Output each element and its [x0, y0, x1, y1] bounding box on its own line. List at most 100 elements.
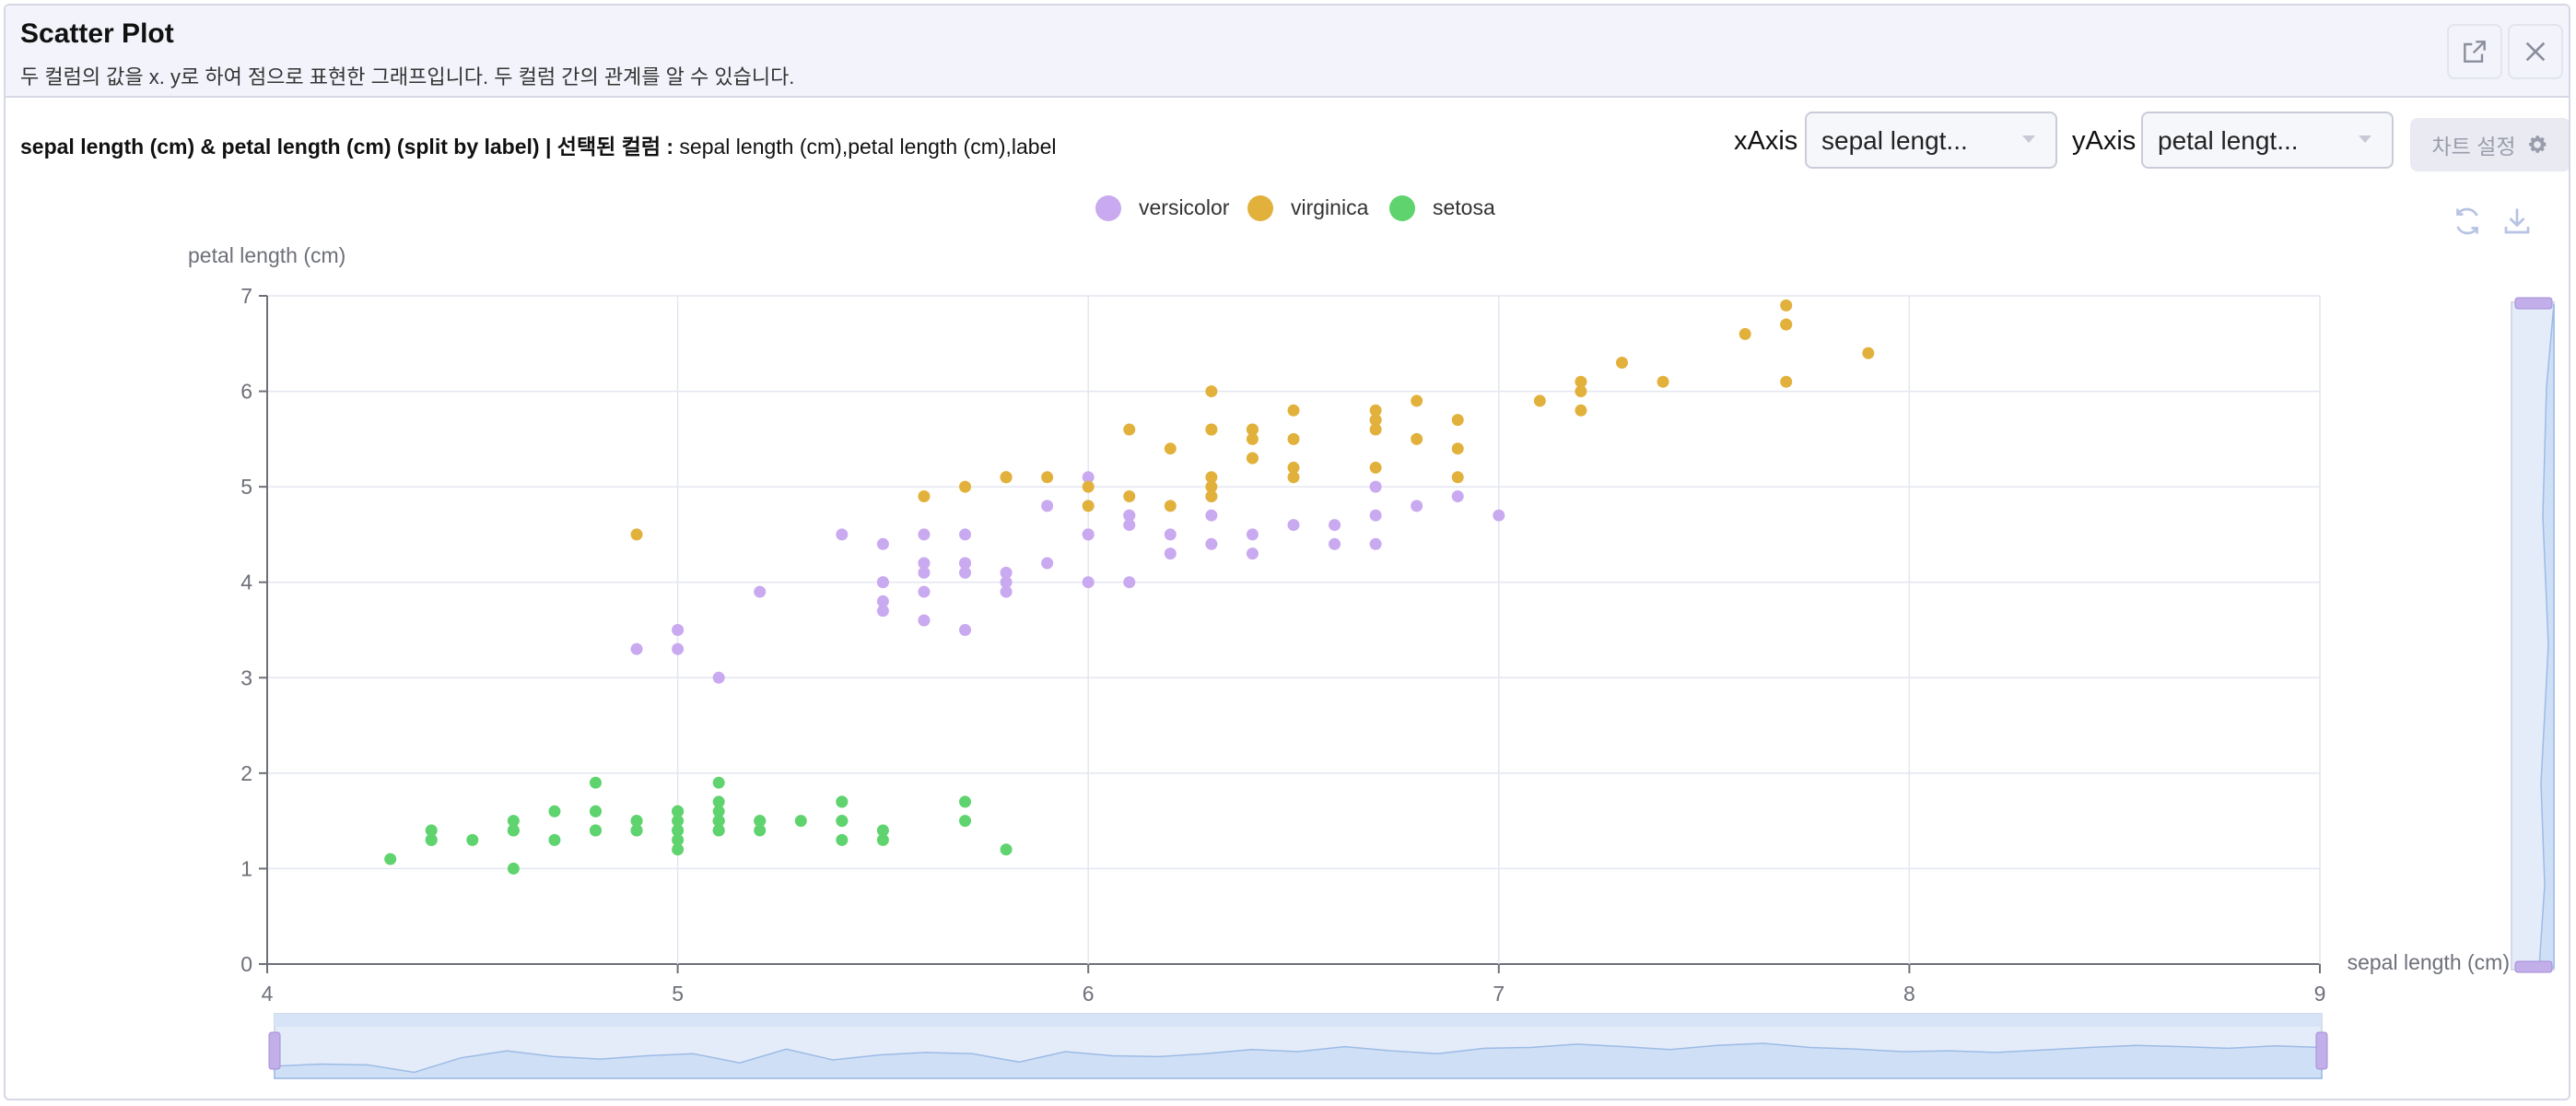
data-point-virginica[interactable]	[1164, 442, 1177, 455]
data-point-virginica[interactable]	[1082, 500, 1095, 512]
data-point-virginica[interactable]	[1287, 404, 1300, 417]
data-point-virginica[interactable]	[1739, 327, 1751, 340]
data-point-setosa[interactable]	[712, 776, 725, 789]
data-point-setosa[interactable]	[672, 815, 685, 828]
data-point-virginica[interactable]	[1369, 404, 1382, 417]
data-point-virginica[interactable]	[1780, 299, 1793, 312]
data-point-versicolor[interactable]	[1369, 537, 1382, 550]
data-point-versicolor[interactable]	[1246, 547, 1259, 560]
chart-settings-button[interactable]: 차트 설정	[2410, 118, 2569, 171]
data-point-virginica[interactable]	[959, 480, 972, 493]
data-point-versicolor[interactable]	[918, 566, 931, 579]
data-point-setosa[interactable]	[507, 824, 520, 837]
data-point-versicolor[interactable]	[630, 642, 643, 655]
data-point-setosa[interactable]	[672, 805, 685, 818]
data-point-setosa[interactable]	[754, 815, 767, 828]
legend-marker-setosa[interactable]	[1389, 195, 1415, 221]
data-point-versicolor[interactable]	[1000, 576, 1013, 589]
data-point-setosa[interactable]	[507, 815, 520, 828]
data-point-virginica[interactable]	[1246, 452, 1259, 465]
data-point-virginica[interactable]	[1780, 318, 1793, 331]
data-point-versicolor[interactable]	[959, 566, 972, 579]
data-point-versicolor[interactable]	[1329, 537, 1341, 550]
data-point-setosa[interactable]	[836, 833, 849, 846]
data-point-setosa[interactable]	[959, 795, 972, 808]
data-point-virginica[interactable]	[1205, 480, 1218, 493]
data-point-virginica[interactable]	[1205, 385, 1218, 398]
data-point-versicolor[interactable]	[1123, 576, 1136, 589]
data-point-versicolor[interactable]	[959, 557, 972, 570]
x-zoom-handle-right[interactable]	[2315, 1031, 2328, 1070]
data-point-versicolor[interactable]	[876, 576, 889, 589]
data-point-versicolor[interactable]	[1287, 519, 1300, 532]
data-point-versicolor[interactable]	[1411, 500, 1423, 512]
data-point-versicolor[interactable]	[959, 528, 972, 541]
data-point-virginica[interactable]	[1411, 432, 1423, 445]
data-point-versicolor[interactable]	[1164, 528, 1177, 541]
data-point-virginica[interactable]	[1369, 414, 1382, 427]
data-point-virginica[interactable]	[1164, 500, 1177, 512]
data-point-setosa[interactable]	[589, 824, 602, 837]
data-point-versicolor[interactable]	[1000, 585, 1013, 598]
data-point-setosa[interactable]	[712, 824, 725, 837]
data-point-setosa[interactable]	[672, 824, 685, 837]
data-point-versicolor[interactable]	[959, 624, 972, 636]
data-point-setosa[interactable]	[548, 833, 561, 846]
data-point-versicolor[interactable]	[1205, 509, 1218, 522]
data-point-setosa[interactable]	[548, 805, 561, 818]
y-zoom-handle-top[interactable]	[2514, 297, 2553, 310]
data-point-virginica[interactable]	[1123, 490, 1136, 502]
data-point-virginica[interactable]	[1780, 375, 1793, 388]
data-point-virginica[interactable]	[1246, 432, 1259, 445]
data-point-versicolor[interactable]	[836, 528, 849, 541]
download-icon[interactable]	[2500, 205, 2534, 238]
x-zoom-handle-left[interactable]	[268, 1031, 281, 1070]
data-point-virginica[interactable]	[1862, 347, 1875, 359]
data-point-versicolor[interactable]	[1041, 557, 1054, 570]
legend-marker-virginica[interactable]	[1247, 195, 1273, 221]
data-point-setosa[interactable]	[959, 815, 972, 828]
data-point-setosa[interactable]	[425, 833, 438, 846]
data-point-virginica[interactable]	[1123, 423, 1136, 436]
x-axis-select[interactable]: sepal lengt...	[1805, 112, 2057, 169]
data-point-versicolor[interactable]	[1041, 500, 1054, 512]
data-point-setosa[interactable]	[630, 815, 643, 828]
data-point-virginica[interactable]	[1369, 461, 1382, 474]
data-point-setosa[interactable]	[425, 824, 438, 837]
data-point-setosa[interactable]	[589, 805, 602, 818]
data-point-virginica[interactable]	[1615, 357, 1628, 369]
data-point-virginica[interactable]	[1041, 471, 1054, 484]
data-point-versicolor[interactable]	[1246, 528, 1259, 541]
data-point-virginica[interactable]	[1657, 375, 1669, 388]
data-point-setosa[interactable]	[712, 805, 725, 818]
data-point-setosa[interactable]	[836, 795, 849, 808]
data-point-versicolor[interactable]	[1082, 576, 1095, 589]
data-point-versicolor[interactable]	[1123, 509, 1136, 522]
data-point-versicolor[interactable]	[1369, 509, 1382, 522]
open-external-button[interactable]	[2447, 24, 2502, 79]
data-point-versicolor[interactable]	[918, 585, 931, 598]
data-point-setosa[interactable]	[876, 833, 889, 846]
data-point-setosa[interactable]	[1000, 843, 1013, 856]
data-point-setosa[interactable]	[589, 776, 602, 789]
data-point-setosa[interactable]	[712, 795, 725, 808]
data-point-versicolor[interactable]	[1164, 547, 1177, 560]
data-point-versicolor[interactable]	[1205, 537, 1218, 550]
y-axis-select[interactable]: petal lengt...	[2141, 112, 2394, 169]
data-point-versicolor[interactable]	[1493, 509, 1505, 522]
data-point-setosa[interactable]	[754, 824, 767, 837]
data-point-setosa[interactable]	[672, 843, 685, 856]
data-point-versicolor[interactable]	[672, 624, 685, 636]
data-point-virginica[interactable]	[1575, 375, 1587, 388]
data-point-virginica[interactable]	[918, 490, 931, 502]
legend-marker-versicolor[interactable]	[1095, 195, 1121, 221]
data-point-versicolor[interactable]	[918, 528, 931, 541]
data-point-versicolor[interactable]	[712, 671, 725, 684]
data-point-setosa[interactable]	[794, 815, 807, 828]
data-point-virginica[interactable]	[1000, 471, 1013, 484]
data-point-virginica[interactable]	[1533, 394, 1546, 407]
y-zoom-handle-bottom[interactable]	[2514, 960, 2553, 973]
data-point-versicolor[interactable]	[1082, 528, 1095, 541]
data-point-setosa[interactable]	[507, 862, 520, 875]
data-point-setosa[interactable]	[466, 833, 479, 846]
